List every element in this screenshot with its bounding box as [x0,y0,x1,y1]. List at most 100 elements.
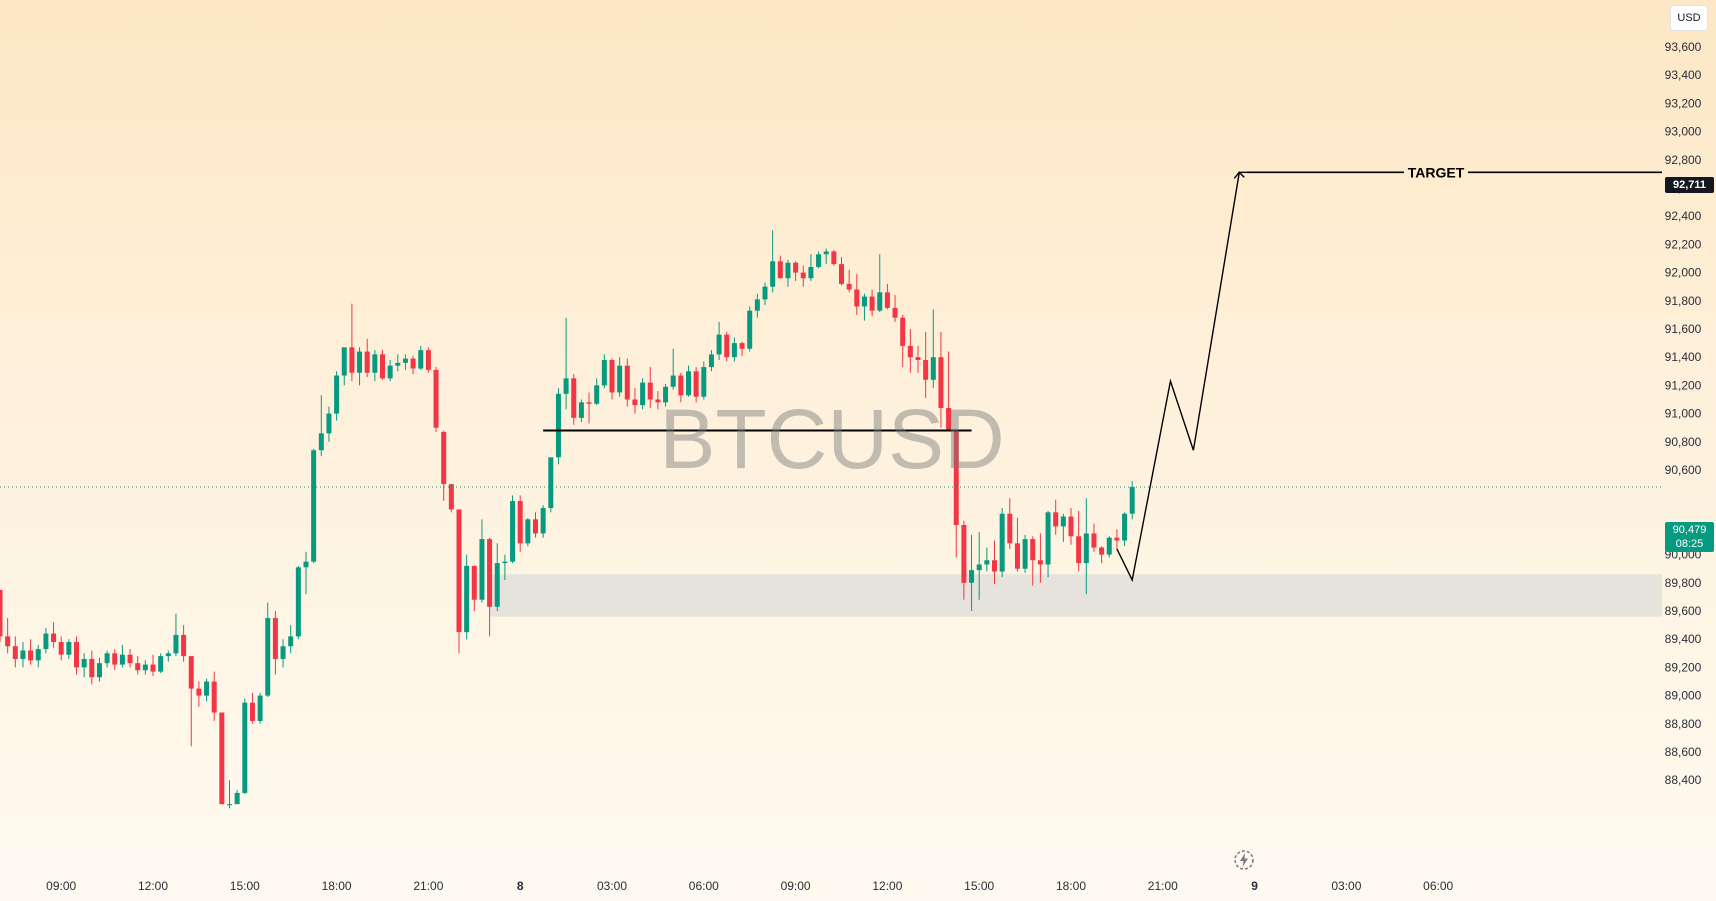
candle [739,341,745,356]
x-axis-tick-label: 03:00 [1331,879,1361,893]
candle [907,329,913,373]
y-axis-tick-label: 91,800 [1665,294,1702,308]
candle [502,554,508,580]
candle [0,589,3,643]
candle-body [219,712,225,805]
candle-body [0,589,3,637]
candle-body [525,519,531,544]
candle [724,331,730,362]
candle-body [81,658,87,668]
candle-body [808,266,814,279]
current-price-value: 90,479 [1672,524,1707,536]
candle-body [907,345,913,358]
candle [127,649,133,668]
candle [74,636,79,675]
candle [112,649,118,671]
candle-body [349,347,355,373]
candle-body [1083,533,1089,564]
candle-body [158,656,164,672]
candle [479,519,485,603]
candle-body [647,382,653,400]
y-axis-tick-label: 93,000 [1665,125,1702,139]
candle [471,565,477,611]
candle [1122,512,1128,547]
candle-body [1076,536,1082,564]
replay-lightning-icon[interactable] [1232,848,1256,872]
y-axis-tick-label: 91,400 [1665,350,1702,364]
candle-body [540,508,546,534]
candle-body [724,334,730,358]
candle [349,303,355,382]
candle [425,347,431,373]
candle-body [1106,537,1112,555]
candle [892,295,898,322]
candle [219,712,225,805]
candle [142,660,148,675]
candle [930,309,936,389]
candle [900,314,906,368]
candle [249,692,255,724]
candle-body [257,695,263,721]
candle [632,388,638,414]
candle [35,644,41,668]
candle [823,248,829,265]
candle [135,656,141,675]
candle-body [173,634,179,654]
candle-body [992,560,997,572]
candle [395,354,401,372]
candle-body [640,382,646,406]
candle-body [586,402,592,404]
candle-body [357,351,363,373]
candle-body [418,350,424,369]
candle-body [678,375,684,396]
candle [640,378,646,410]
x-axis-tick-label: 9 [1251,879,1258,893]
candle-body [716,334,722,355]
candle-body [1022,539,1028,569]
candle [280,639,286,668]
candle-body [51,633,57,643]
candle-body [119,654,125,665]
candle [961,520,967,600]
candle-body [655,399,661,403]
candle [754,293,760,318]
y-axis-tick-label: 89,000 [1665,689,1702,703]
candle [380,350,385,380]
candle [1099,546,1105,564]
candle-body [181,634,187,657]
candle-body [402,358,408,363]
candle [89,650,95,685]
y-axis-tick-label: 93,600 [1665,40,1702,54]
y-axis-tick-label: 88,800 [1665,717,1702,731]
candle [272,611,278,675]
demand-zone [489,574,1663,617]
candle-body [670,375,676,387]
x-axis-tick-label: 21:00 [1148,879,1178,893]
candle [793,261,799,282]
candle [81,653,87,678]
candle-body [410,358,416,369]
candle [433,367,439,432]
candle [586,392,592,424]
candle-body [1099,547,1105,555]
candle [387,360,393,382]
candle-body [66,642,72,655]
candle-body [104,653,110,664]
candle-body [1037,560,1043,565]
candle-body [471,565,477,600]
currency-button[interactable]: USD [1670,5,1708,31]
candle-body [326,413,332,434]
candle [188,656,194,747]
candle [923,331,929,399]
candle [1083,498,1089,595]
x-axis-tick-label: 06:00 [689,879,719,893]
x-axis-tick-label: 03:00 [597,879,627,893]
candle [869,289,875,317]
candle [563,317,569,410]
candle [20,642,26,668]
candle [119,644,125,668]
candle [295,565,301,640]
candle [441,430,447,502]
